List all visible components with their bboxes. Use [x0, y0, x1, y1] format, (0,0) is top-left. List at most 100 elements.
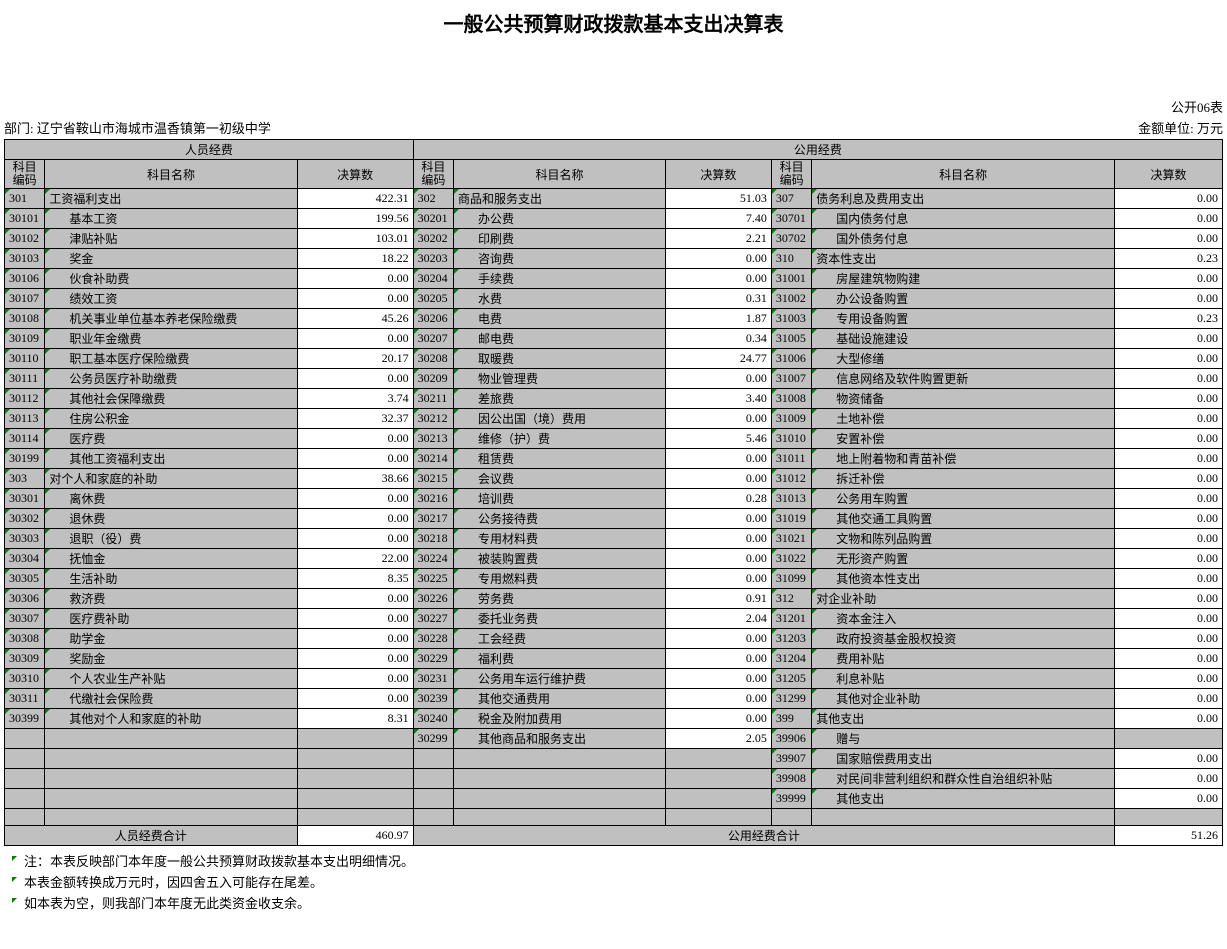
cell-code: 30228 [413, 629, 453, 649]
cell-code: 30399 [5, 709, 45, 729]
cell-name: 对民间非营利组织和群众性自治组织补贴 [812, 769, 1115, 789]
cell-code: 30301 [5, 489, 45, 509]
cell-name: 拆迁补偿 [812, 469, 1115, 489]
cell-value: 0.31 [665, 289, 771, 309]
cell-name: 其他资本性支出 [812, 569, 1115, 589]
cell-code: 30114 [5, 429, 45, 449]
cell-name: 被装购置费 [454, 549, 666, 569]
table-row: 301 工资福利支出 422.31 302 商品和服务支出 51.03 307 … [5, 189, 1223, 209]
cell-value: 0.00 [1114, 349, 1222, 369]
cell-value: 2.04 [665, 609, 771, 629]
col-code: 科目编码 [5, 160, 45, 189]
table-row: 30301 离休费 0.00 30216 培训费 0.28 31013 公务用车… [5, 489, 1223, 509]
amount-unit: 金额单位: 万元 [1138, 118, 1223, 137]
cell-code: 31009 [771, 409, 811, 429]
col-code: 科目编码 [771, 160, 811, 189]
cell-value: 8.35 [297, 569, 413, 589]
cell-value: 0.00 [1114, 689, 1222, 709]
cell-code: 31201 [771, 609, 811, 629]
cell-name: 物资储备 [812, 389, 1115, 409]
cell-code: 31006 [771, 349, 811, 369]
cell-code: 30213 [413, 429, 453, 449]
cell-name: 大型修缮 [812, 349, 1115, 369]
cell-code: 31022 [771, 549, 811, 569]
cell-value: 38.66 [297, 469, 413, 489]
cell-name: 国内债务付息 [812, 209, 1115, 229]
table-row: 30299 其他商品和服务支出 2.05 39906 赠与 [5, 729, 1223, 749]
cell-name: 印刷费 [454, 229, 666, 249]
cell-name: 对个人和家庭的补助 [45, 469, 297, 489]
table-row: 30114 医疗费 0.00 30213 维修（护）费 5.46 31010 安… [5, 429, 1223, 449]
cell-code: 30305 [5, 569, 45, 589]
cell-code: 31007 [771, 369, 811, 389]
cell-name: 费用补贴 [812, 649, 1115, 669]
cell-value: 0.00 [297, 489, 413, 509]
cell-name: 福利费 [454, 649, 666, 669]
cell-value: 0.00 [1114, 529, 1222, 549]
table-row: 30302 退休费 0.00 30217 公务接待费 0.00 31019 其他… [5, 509, 1223, 529]
cell-name: 培训费 [454, 489, 666, 509]
cell-name: 退职（役）费 [45, 529, 297, 549]
cell-name: 地上附着物和青苗补偿 [812, 449, 1115, 469]
cell-value: 2.21 [665, 229, 771, 249]
cell-code: 30201 [413, 209, 453, 229]
form-number: 公开06表 [1171, 97, 1223, 116]
cell-code: 30299 [413, 729, 453, 749]
cell-name: 取暖费 [454, 349, 666, 369]
cell-code: 39906 [771, 729, 811, 749]
cell-value: 0.00 [665, 689, 771, 709]
table-row: 303 对个人和家庭的补助 38.66 30215 会议费 0.00 31012… [5, 469, 1223, 489]
cell-value: 0.00 [1114, 489, 1222, 509]
cell-value: 0.00 [1114, 469, 1222, 489]
cell-name: 商品和服务支出 [454, 189, 666, 209]
cell-value: 0.00 [1114, 749, 1222, 769]
cell-code: 312 [771, 589, 811, 609]
cell-name: 劳务费 [454, 589, 666, 609]
cell-name: 办公费 [454, 209, 666, 229]
cell-code: 30240 [413, 709, 453, 729]
cell-name: 基本工资 [45, 209, 297, 229]
cell-value: 0.00 [297, 449, 413, 469]
table-row: 30305 生活补助 8.35 30225 专用燃料费 0.00 31099 其… [5, 569, 1223, 589]
table-row: 30106 伙食补助费 0.00 30204 手续费 0.00 31001 房屋… [5, 269, 1223, 289]
cell-value: 0.00 [297, 609, 413, 629]
cell-value: 0.00 [297, 269, 413, 289]
cell-code: 30308 [5, 629, 45, 649]
table-row [5, 809, 1223, 826]
cell-code: 30309 [5, 649, 45, 669]
cell-value: 0.00 [1114, 409, 1222, 429]
cell-name: 绩效工资 [45, 289, 297, 309]
cell-code: 30206 [413, 309, 453, 329]
cell-value: 199.56 [297, 209, 413, 229]
cell-name: 公务接待费 [454, 509, 666, 529]
cell-code: 30216 [413, 489, 453, 509]
cell-value: 7.40 [665, 209, 771, 229]
cell-name: 其他对企业补助 [812, 689, 1115, 709]
cell-code: 399 [771, 709, 811, 729]
cell-value: 0.00 [297, 429, 413, 449]
cell-value: 0.00 [1114, 209, 1222, 229]
cell-name: 差旅费 [454, 389, 666, 409]
cell-code: 30701 [771, 209, 811, 229]
cell-code: 30108 [5, 309, 45, 329]
cell-code: 31099 [771, 569, 811, 589]
cell-name: 医疗费补助 [45, 609, 297, 629]
cell-name: 会议费 [454, 469, 666, 489]
cell-name: 个人农业生产补贴 [45, 669, 297, 689]
cell-name: 离休费 [45, 489, 297, 509]
cell-code: 30214 [413, 449, 453, 469]
cell-code: 31205 [771, 669, 811, 689]
cell-name: 专用材料费 [454, 529, 666, 549]
total-left-label: 人员经费合计 [5, 826, 298, 846]
cell-code: 30212 [413, 409, 453, 429]
cell-name: 安置补偿 [812, 429, 1115, 449]
cell-code: 31204 [771, 649, 811, 669]
cell-name: 其他商品和服务支出 [454, 729, 666, 749]
cell-value: 0.00 [665, 369, 771, 389]
cell-code: 30103 [5, 249, 45, 269]
cell-value: 0.00 [1114, 709, 1222, 729]
cell-code: 30217 [413, 509, 453, 529]
cell-value: 0.00 [297, 329, 413, 349]
cell-value: 0.00 [665, 509, 771, 529]
cell-code: 30231 [413, 669, 453, 689]
